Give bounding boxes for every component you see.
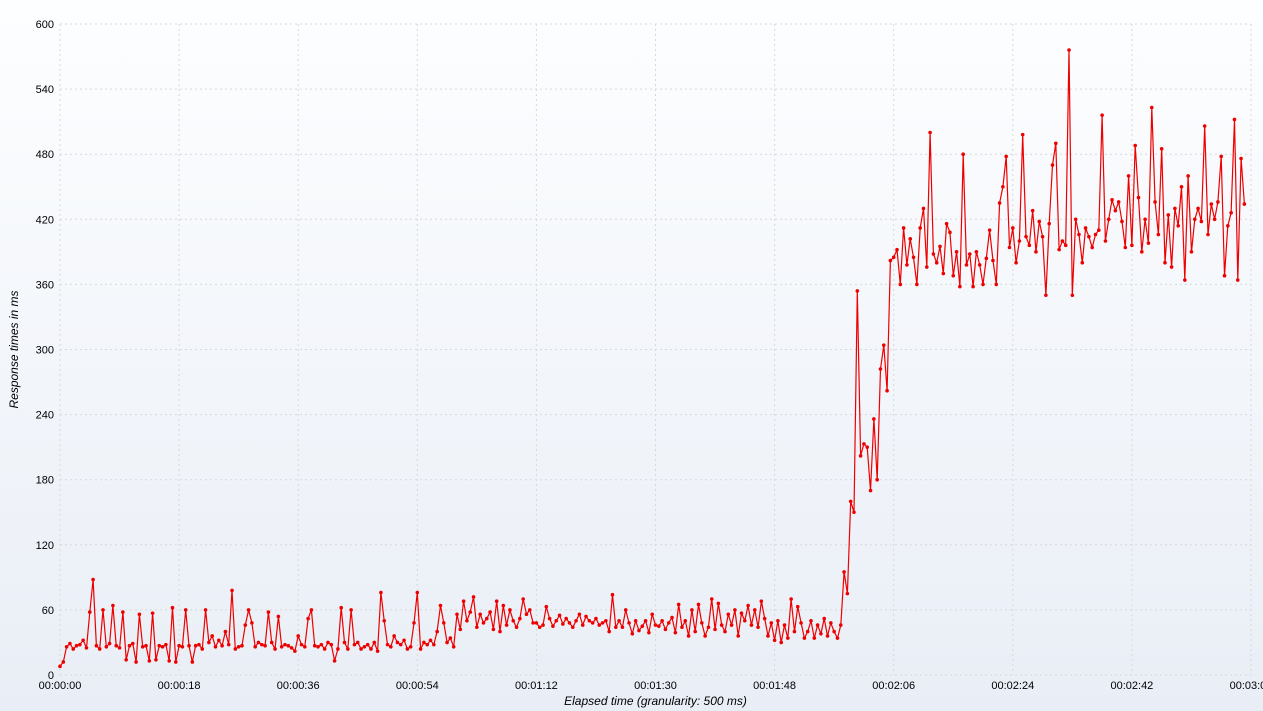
svg-text:240: 240 — [36, 410, 54, 422]
svg-text:00:01:48: 00:01:48 — [753, 680, 796, 692]
svg-text:600: 600 — [36, 19, 54, 31]
svg-text:00:02:42: 00:02:42 — [1110, 680, 1153, 692]
svg-text:60: 60 — [42, 605, 54, 617]
svg-text:00:00:00: 00:00:00 — [39, 680, 82, 692]
chart-root: user/search jmeter-plugins.org 060120180… — [0, 0, 1263, 711]
svg-text:00:01:30: 00:01:30 — [634, 680, 677, 692]
svg-text:180: 180 — [36, 475, 54, 487]
svg-text:00:03:00: 00:03:00 — [1230, 680, 1263, 692]
svg-text:360: 360 — [36, 279, 54, 291]
svg-text:00:01:12: 00:01:12 — [515, 680, 558, 692]
svg-text:00:00:18: 00:00:18 — [158, 680, 201, 692]
response-time-chart: 06012018024030036042048054060000:00:0000… — [0, 0, 1263, 711]
svg-text:Response times in ms: Response times in ms — [7, 290, 21, 408]
svg-text:00:02:06: 00:02:06 — [872, 680, 915, 692]
svg-text:00:00:36: 00:00:36 — [277, 680, 320, 692]
svg-text:300: 300 — [36, 345, 54, 357]
svg-text:Elapsed time (granularity: 500: Elapsed time (granularity: 500 ms) — [564, 694, 747, 708]
svg-text:540: 540 — [36, 84, 54, 96]
svg-text:420: 420 — [36, 214, 54, 226]
svg-text:120: 120 — [36, 540, 54, 552]
svg-text:480: 480 — [36, 149, 54, 161]
svg-text:00:00:54: 00:00:54 — [396, 680, 439, 692]
svg-text:00:02:24: 00:02:24 — [991, 680, 1034, 692]
